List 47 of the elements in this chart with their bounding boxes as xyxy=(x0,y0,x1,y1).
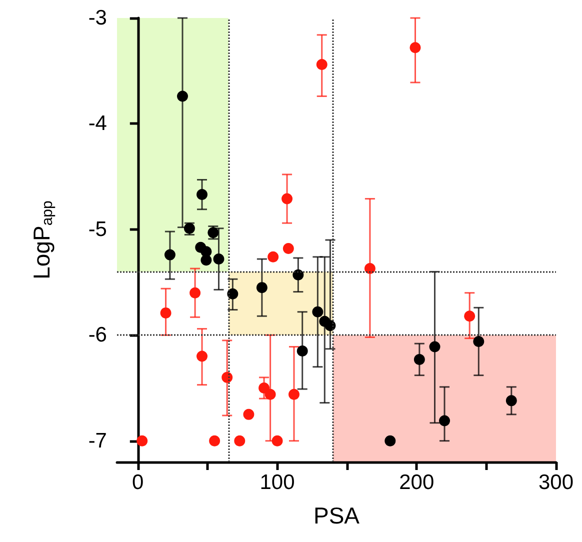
x-tick-label: 0 xyxy=(132,471,144,494)
point xyxy=(429,341,440,352)
point xyxy=(288,388,300,400)
point xyxy=(160,307,172,318)
point xyxy=(414,354,425,365)
y-tick-label: -4 xyxy=(88,112,108,136)
point xyxy=(196,350,208,362)
point xyxy=(324,320,336,332)
point xyxy=(213,254,224,265)
point xyxy=(234,435,246,446)
point xyxy=(268,251,279,262)
point xyxy=(384,435,396,446)
x-tick-label: 300 xyxy=(538,471,574,494)
point xyxy=(196,189,208,200)
y-tick-label: -7 xyxy=(88,429,107,452)
y-tick-label: -6 xyxy=(88,324,107,347)
point xyxy=(282,193,293,204)
point xyxy=(464,310,476,322)
x-tick-label: 200 xyxy=(399,471,434,494)
point xyxy=(164,249,176,260)
point xyxy=(272,435,283,446)
point xyxy=(292,269,304,280)
point xyxy=(410,42,421,54)
point xyxy=(177,90,188,102)
y-axis-title: LogPapp xyxy=(28,200,56,280)
point xyxy=(316,59,328,70)
point xyxy=(243,408,254,420)
point xyxy=(190,287,201,298)
y-tick-label: -3 xyxy=(88,6,107,30)
point xyxy=(364,263,376,274)
point xyxy=(222,372,233,383)
point xyxy=(258,382,270,394)
point xyxy=(227,288,238,300)
point xyxy=(506,395,517,406)
point xyxy=(264,388,276,400)
y-tick-label: -5 xyxy=(88,218,107,241)
point xyxy=(439,415,450,426)
point xyxy=(209,435,220,446)
point xyxy=(296,346,308,356)
point xyxy=(136,435,148,446)
x-tick-label: 100 xyxy=(260,471,295,494)
point xyxy=(200,254,212,266)
point xyxy=(473,336,484,347)
x-axis-title: PSA xyxy=(313,502,360,528)
point xyxy=(256,282,268,294)
point xyxy=(312,306,324,318)
point xyxy=(282,242,294,254)
